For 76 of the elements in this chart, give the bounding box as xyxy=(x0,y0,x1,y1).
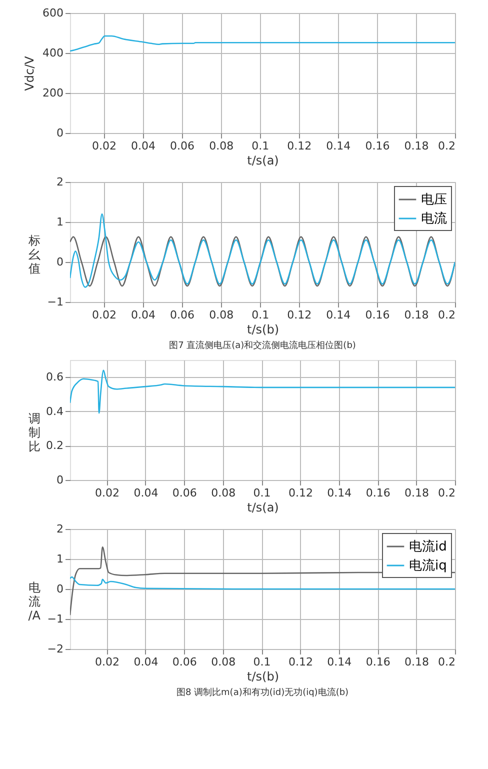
y-tick-label: 2 xyxy=(56,176,64,188)
y-tick-label: 0.6 xyxy=(46,370,64,384)
x-tick-label: 0.14 xyxy=(327,486,352,500)
x-tick-label: 0.12 xyxy=(287,308,312,322)
x-tick-label: 0.1 xyxy=(252,308,270,322)
y-axis-title: 调制比 xyxy=(28,412,40,454)
y-tick-label: −1 xyxy=(47,612,64,626)
y-axis-title: Vdc/V xyxy=(22,55,36,91)
caption: 图7 直流侧电压(a)和交流侧电流电压相位图(b) xyxy=(169,340,356,351)
x-tick-label: 0.14 xyxy=(326,308,351,322)
y-axis-title: 标幺值 xyxy=(28,234,40,276)
x-tick-label: 0.16 xyxy=(365,308,390,322)
x-axis-title: t/s(b) xyxy=(247,322,279,336)
y-tick-label: 2 xyxy=(56,522,64,536)
x-tick-label: 0.14 xyxy=(327,656,352,668)
x-tick-label: 0.2 xyxy=(438,656,456,668)
x-tick-label: 0.02 xyxy=(92,308,117,322)
legend-label: 电压 xyxy=(421,192,447,208)
y-tick-label: 600 xyxy=(42,6,64,20)
x-axis-title: t/s(a) xyxy=(247,500,279,514)
y-tick-label: 0.2 xyxy=(46,439,64,452)
x-tick-label: 0.16 xyxy=(366,486,390,500)
line-series xyxy=(70,236,455,287)
x-tick-label: 0.08 xyxy=(209,308,234,322)
x-tick-label: 0.12 xyxy=(288,656,313,668)
y-tick-label: 1 xyxy=(56,216,64,228)
x-tick-label: 0.02 xyxy=(95,486,120,500)
x-tick-label: 0.2 xyxy=(438,486,456,500)
x-tick-label: 0.18 xyxy=(404,486,430,500)
line-series xyxy=(70,576,455,590)
x-tick-label: 0.04 xyxy=(131,308,156,322)
line-series xyxy=(70,213,455,288)
x-tick-label: 0.14 xyxy=(326,140,351,152)
x-tick-label: 0.1 xyxy=(253,486,271,500)
y-tick-label: 0 xyxy=(56,256,64,268)
x-tick-label: 0.02 xyxy=(92,140,117,152)
legend-label: 电流id xyxy=(409,538,447,554)
y-tick-label: 0.4 xyxy=(46,404,64,418)
x-tick-label: 0.1 xyxy=(253,656,271,668)
x-tick-label: 0.2 xyxy=(438,308,456,322)
x-tick-label: 0.1 xyxy=(252,140,270,152)
x-tick-label: 0.02 xyxy=(95,656,120,668)
x-tick-label: 0.04 xyxy=(134,656,158,668)
y-axis-title: 电流/A xyxy=(28,580,42,622)
x-tick-label: 0.18 xyxy=(404,308,429,322)
x-axis-title: t/s(b) xyxy=(247,670,279,684)
x-tick-label: 0.18 xyxy=(404,656,430,668)
x-tick-label: 0.06 xyxy=(170,140,195,152)
x-tick-label: 0.16 xyxy=(366,656,390,668)
x-tick-label: 0.08 xyxy=(211,486,236,500)
x-tick-label: 0.06 xyxy=(172,656,197,668)
x-tick-label: 0.2 xyxy=(438,140,456,152)
y-tick-label: 0 xyxy=(56,582,64,596)
x-tick-label: 0.16 xyxy=(365,140,390,152)
y-tick-label: 200 xyxy=(42,86,64,100)
legend-label: 电流iq xyxy=(409,558,447,574)
y-tick-label: −2 xyxy=(47,642,64,656)
x-tick-label: 0.06 xyxy=(170,308,195,322)
x-tick-label: 0.12 xyxy=(287,140,312,152)
x-tick-label: 0.06 xyxy=(172,486,197,500)
x-tick-label: 0.08 xyxy=(209,140,234,152)
x-tick-label: 0.18 xyxy=(404,140,429,152)
line-series xyxy=(70,370,455,414)
x-tick-label: 0.08 xyxy=(211,656,236,668)
x-tick-label: 0.04 xyxy=(131,140,156,152)
x-tick-label: 0.12 xyxy=(288,486,313,500)
y-tick-label: 0 xyxy=(56,474,64,486)
y-tick-label: 1 xyxy=(56,552,64,566)
y-tick-label: −1 xyxy=(47,296,64,308)
line-series xyxy=(70,35,455,52)
x-axis-title: t/s(a) xyxy=(247,154,279,168)
x-tick-label: 0.04 xyxy=(134,486,158,500)
y-tick-label: 400 xyxy=(42,46,64,60)
legend-label: 电流 xyxy=(421,210,447,226)
caption: 图8 调制比m(a)和有功(id)无功(iq)电流(b) xyxy=(176,687,349,698)
y-tick-label: 0 xyxy=(56,126,64,140)
